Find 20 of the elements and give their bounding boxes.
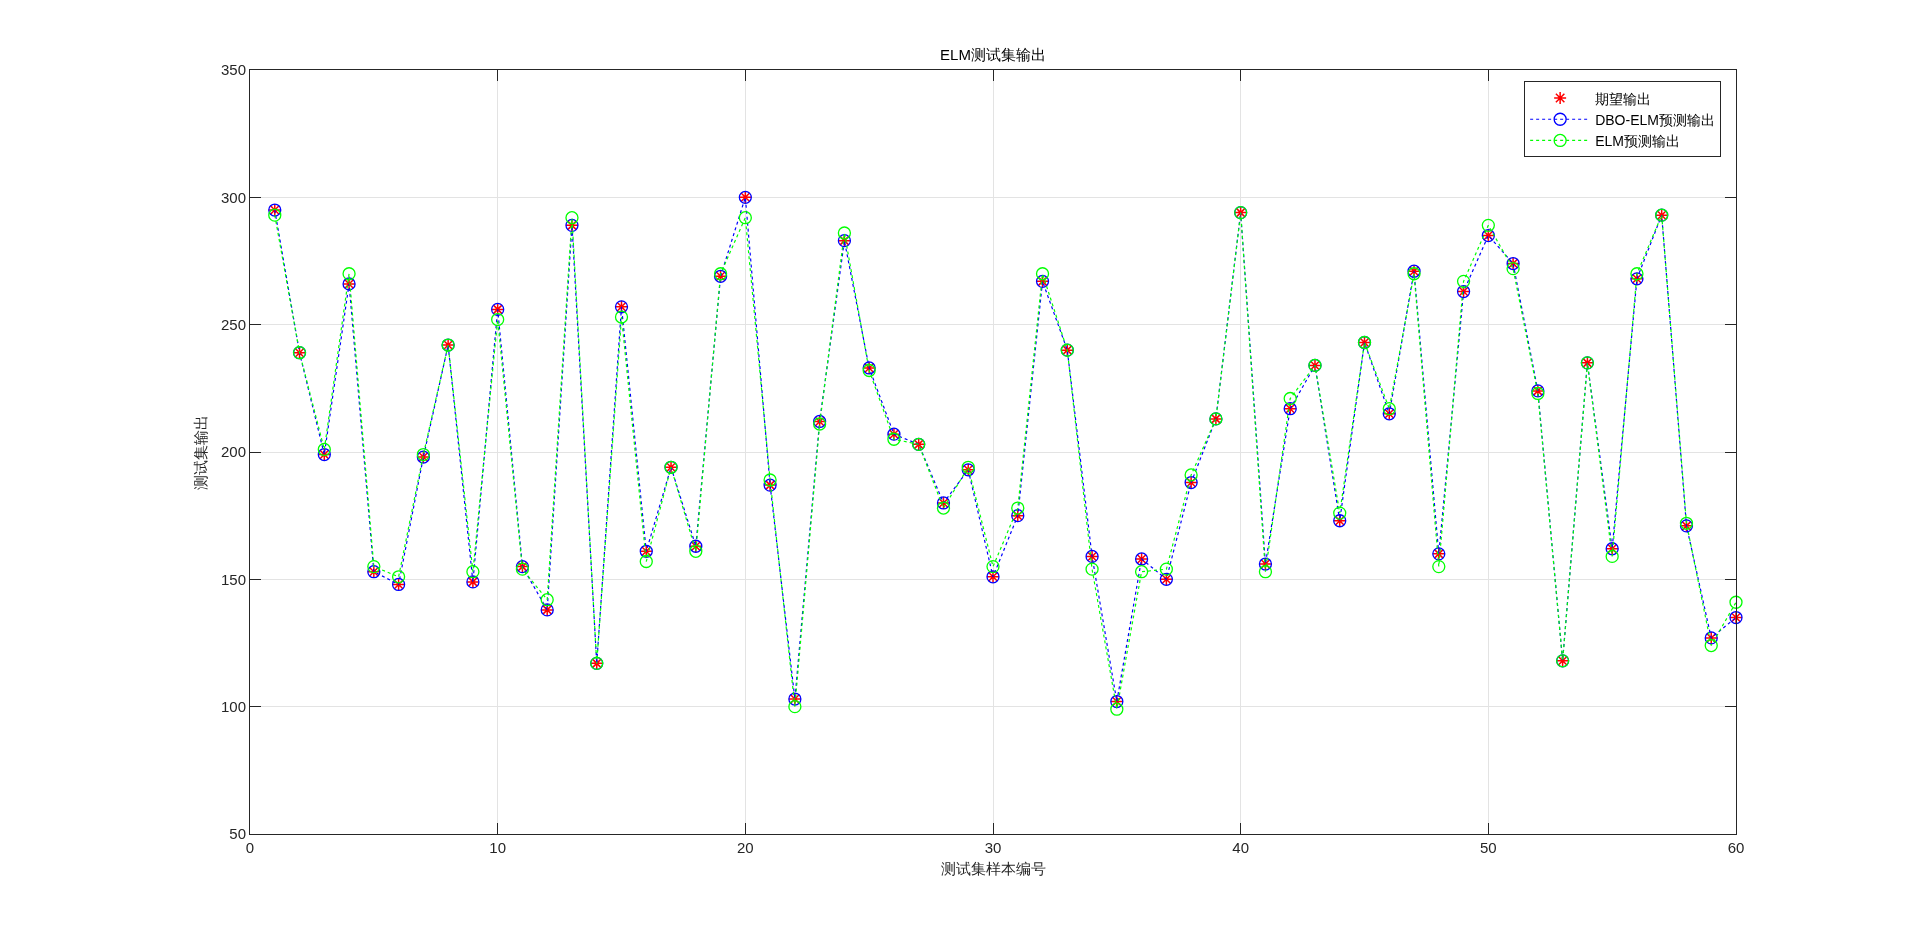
- x-tick-label: 20: [736, 839, 754, 856]
- x-tick-label: 10: [489, 839, 507, 856]
- y-tick-label: 350: [220, 61, 246, 79]
- y-tick-label: 300: [220, 188, 246, 206]
- y-axis-title: 测试集输出: [192, 414, 211, 490]
- x-tick-label: 50: [1479, 839, 1497, 856]
- x-tick-label: 40: [1232, 839, 1250, 856]
- x-tick-label: 30: [984, 839, 1002, 856]
- y-tick-label: 250: [220, 315, 246, 333]
- x-tick-label: 0: [245, 839, 255, 856]
- chart-title: ELM测试集输出: [940, 46, 1046, 64]
- legend-label: ELM预测输出: [1595, 132, 1680, 149]
- x-axis-title: 测试集样本编号: [940, 860, 1046, 878]
- y-tick-label: 200: [220, 443, 246, 461]
- legend-label: DBO-ELM预测输出: [1595, 111, 1715, 128]
- y-tick-label: 150: [220, 570, 246, 588]
- x-tick-label: 60: [1727, 839, 1745, 856]
- y-tick-label: 50: [229, 825, 246, 843]
- legend-label: 期望输出: [1595, 90, 1652, 107]
- y-tick-label: 100: [220, 697, 246, 715]
